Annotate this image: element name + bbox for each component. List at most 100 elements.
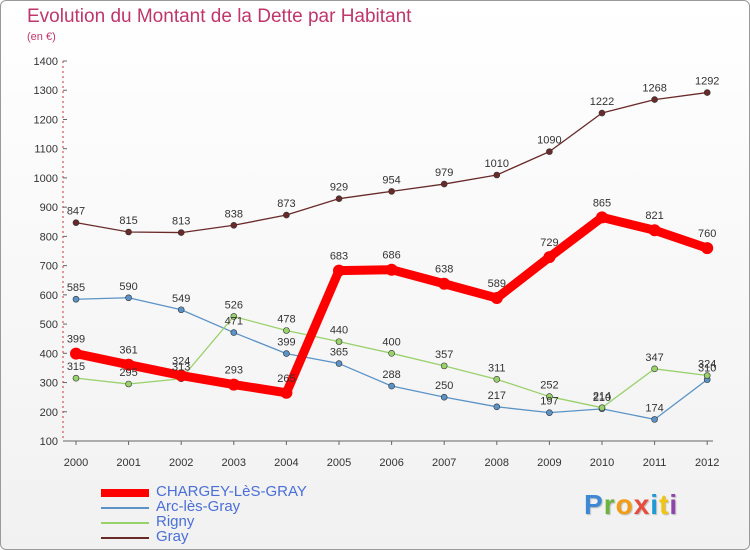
data-point <box>70 347 82 360</box>
data-label: 847 <box>67 206 85 218</box>
data-point <box>546 393 553 400</box>
data-point <box>177 229 185 236</box>
data-point <box>703 89 711 96</box>
data-label: 638 <box>435 264 453 276</box>
x-tick-label: 2009 <box>537 457 561 469</box>
x-tick-label: 2005 <box>327 457 351 469</box>
data-label: 311 <box>488 362 506 374</box>
data-point <box>598 404 606 411</box>
y-tick-label: 100 <box>40 436 58 448</box>
y-tick-label: 1400 <box>34 56 58 68</box>
data-label: 252 <box>540 380 558 392</box>
data-point <box>388 188 395 195</box>
data-point <box>177 306 185 314</box>
y-tick-label: 1300 <box>34 85 58 97</box>
data-point <box>175 369 188 382</box>
data-point <box>283 327 290 334</box>
x-tick-label: 2008 <box>485 457 509 469</box>
data-point <box>543 251 556 264</box>
data-point <box>230 313 238 320</box>
y-tick-label: 900 <box>40 202 58 214</box>
data-point <box>333 264 345 277</box>
legend-swatch-chargey <box>101 489 149 497</box>
logo-letter: P <box>584 489 604 520</box>
data-label: 471 <box>225 316 243 328</box>
x-tick-label: 2002 <box>169 457 193 469</box>
logo-letter: i <box>669 489 679 520</box>
data-point <box>701 242 714 255</box>
data-label: 1292 <box>695 76 719 88</box>
data-label: 310 <box>698 363 716 375</box>
series-line-2 <box>75 315 708 409</box>
y-tick-label: 700 <box>40 261 58 273</box>
data-label: 729 <box>540 237 558 249</box>
axes: 100 200 300 400 500 600 700 800 900 1000 1100 1200 1… <box>34 56 720 469</box>
data-point <box>385 263 398 276</box>
data-label: 288 <box>382 369 400 381</box>
data-point <box>440 180 448 188</box>
data-label: 686 <box>382 250 400 262</box>
data-point <box>648 224 661 237</box>
series-line-3 <box>75 91 708 234</box>
legend-swatch-arc <box>101 507 149 509</box>
x-tick-label: 2006 <box>379 457 403 469</box>
data-label: 1268 <box>642 83 666 95</box>
data-point <box>438 277 451 290</box>
data-point <box>125 228 132 236</box>
data-label: 821 <box>645 210 663 222</box>
data-label: 324 <box>172 356 190 368</box>
data-label: 214 <box>593 391 611 403</box>
data-label: 357 <box>435 349 453 361</box>
data-point <box>493 171 501 179</box>
data-point <box>490 292 503 305</box>
data-label: 929 <box>330 182 348 194</box>
data-point <box>125 380 132 388</box>
data-point <box>493 376 501 383</box>
y-tick-label: 1200 <box>34 114 58 126</box>
x-tick-label: 2001 <box>116 457 140 469</box>
legend-swatch-gray <box>101 537 149 539</box>
data-label: 365 <box>330 347 348 359</box>
data-label: 265 <box>277 373 295 385</box>
series-line-1 <box>75 297 708 421</box>
data-point <box>227 378 240 391</box>
data-label: 549 <box>172 293 190 305</box>
data-point <box>283 211 290 219</box>
data-label: 526 <box>225 299 243 311</box>
y-tick-label: 400 <box>40 348 58 360</box>
data-label: 399 <box>67 334 85 346</box>
data-label: 210 <box>593 392 611 404</box>
y-tick-label: 600 <box>40 290 58 302</box>
y-tick-label: 500 <box>40 319 58 331</box>
series-line-0 <box>75 212 709 398</box>
x-tick-label: 2003 <box>222 457 246 469</box>
data-point <box>388 382 395 390</box>
data-point <box>72 374 80 382</box>
legend-label-arc: Arc-lès-Gray <box>156 498 241 515</box>
data-point <box>703 372 711 379</box>
data-point <box>598 109 606 117</box>
x-tick-label: 2007 <box>432 457 456 469</box>
series-lines <box>70 89 714 423</box>
y-tick-label: 1100 <box>34 144 58 156</box>
data-label: 478 <box>277 314 295 326</box>
y-tick-label: 800 <box>40 231 58 243</box>
data-point <box>440 362 448 370</box>
data-point <box>546 148 553 155</box>
logo-letter: o <box>615 489 634 520</box>
y-tick-label: 300 <box>40 378 58 390</box>
data-label: 1222 <box>590 96 614 108</box>
data-label: 865 <box>593 197 611 209</box>
data-point <box>651 96 658 103</box>
data-label: 399 <box>277 337 295 349</box>
data-label: 838 <box>225 208 243 220</box>
data-labels: 847 815 813 838 873 929 954 979 1010 1090 1222 1268… <box>67 76 720 415</box>
x-tick-label: 2012 <box>695 457 719 469</box>
data-point <box>72 219 80 226</box>
chart-subtitle: (en €) <box>27 31 56 43</box>
chart-title: Evolution du Montant de la Dette par Hab… <box>27 6 412 27</box>
data-point <box>388 350 395 357</box>
data-point <box>546 409 553 416</box>
data-point <box>283 350 290 357</box>
